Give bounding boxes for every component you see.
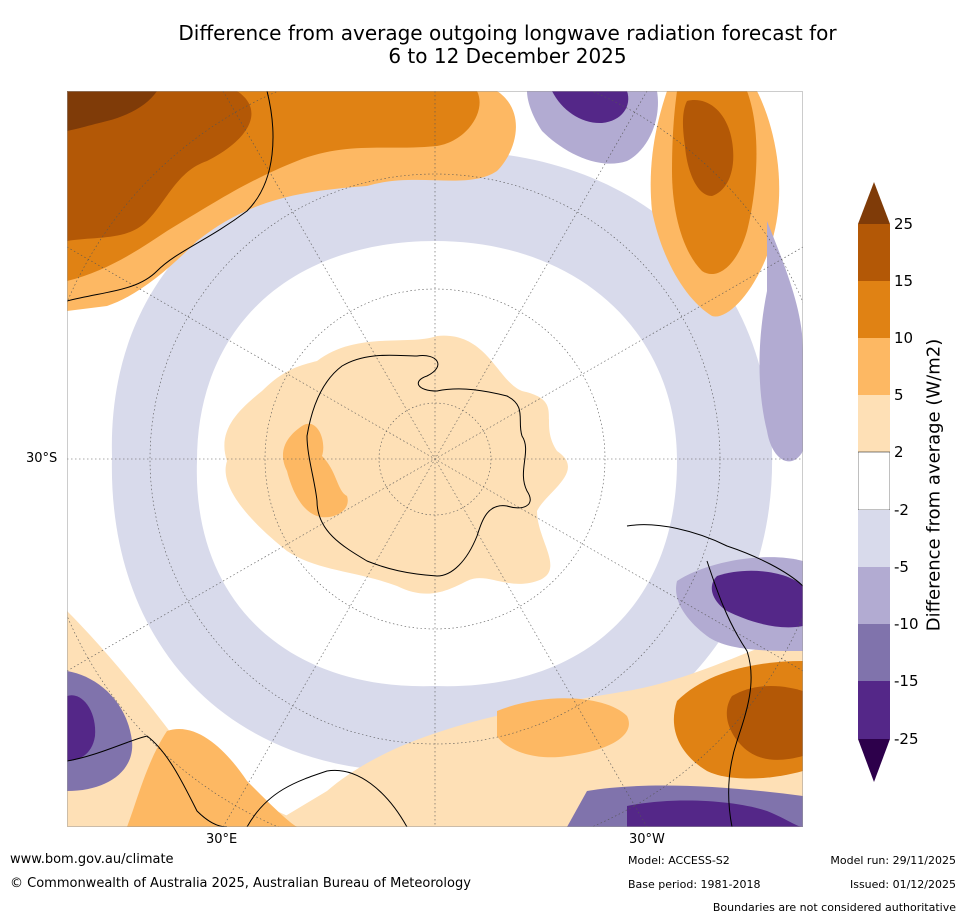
anomaly-region-dark-purple-bottom-left <box>67 695 96 761</box>
colorbar-band-10-15 <box>858 281 890 338</box>
colorbar-tick-label: 10 <box>894 329 914 347</box>
anomaly-region-dark-brown-top-left <box>67 91 157 131</box>
coastline-australia <box>67 91 274 302</box>
anomaly-region-orange-patch <box>282 423 348 518</box>
colorbar-band-neutral <box>857 451 891 511</box>
footer-model: Model: ACCESS-S2 <box>628 854 730 867</box>
chart-title: Difference from average outgoing longwav… <box>60 22 955 68</box>
title-line-2: 6 to 12 December 2025 <box>388 44 627 68</box>
footer-copyright: © Commonwealth of Australia 2025, Austra… <box>10 876 471 891</box>
anomaly-region-light-orange-left <box>67 611 317 827</box>
title-line-1: Difference from average outgoing longwav… <box>178 21 837 45</box>
colorbar-band-m2-m5 <box>858 510 890 567</box>
colorbar-band-2-5 <box>858 395 890 452</box>
colorbar-tick-label: -10 <box>894 615 919 633</box>
footer-issued: Issued: 01/12/2025 <box>849 878 956 891</box>
axis-label-30s: 30°S <box>26 451 58 466</box>
map-panel <box>67 91 803 827</box>
colorbar-title: Difference from average (W/m2) <box>923 338 945 632</box>
anomaly-region-dark-purple-bottom-right <box>711 570 803 628</box>
coastline-antarctica <box>306 354 531 577</box>
colorbar-tick-label: 25 <box>894 215 914 233</box>
colorbar-tick-label: 2 <box>894 443 904 461</box>
colorbar-tick-label: 15 <box>894 272 914 290</box>
anomaly-region-purple-right <box>759 221 803 462</box>
colorbar-under-triangle <box>858 739 890 782</box>
footer-base-period: Base period: 1981-2018 <box>628 878 761 891</box>
axis-label-30e: 30°E <box>206 832 238 847</box>
colorbar-band-m15-m25 <box>858 681 890 739</box>
graticule <box>67 91 803 827</box>
colorbar-band-m5-m10 <box>858 567 890 624</box>
colorbar-tick-label: -5 <box>894 558 909 576</box>
footer-model-run: Model run: 29/11/2025 <box>830 854 956 867</box>
anomaly-region-antarctica <box>224 335 568 594</box>
colorbar-svg <box>857 182 891 782</box>
axis-label-30w: 30°W <box>629 832 665 847</box>
anomaly-region-orange-bottom-center <box>497 698 629 758</box>
colorbar-band-15-25 <box>858 224 890 281</box>
map-svg <box>67 91 803 827</box>
colorbar-over-triangle <box>858 182 890 224</box>
colorbar-band-m10-m15 <box>858 624 890 681</box>
footer-website: www.bom.gov.au/climate <box>10 852 174 867</box>
colorbar <box>857 182 891 782</box>
anomaly-region-brown-africa <box>726 686 803 760</box>
anomaly-region-dark-purple-bottom-edge <box>627 800 803 827</box>
map-frame <box>67 91 803 827</box>
colorbar-tick-label: -15 <box>894 672 919 690</box>
anomaly-region-brown-top-left <box>67 91 252 241</box>
anomaly-region-orange-bottom-left <box>127 729 297 827</box>
coastline-south-america <box>626 524 803 827</box>
colorbar-tick-label: -25 <box>894 730 919 748</box>
anomaly-region-brown-plume <box>682 100 734 196</box>
colorbar-tick-label: 5 <box>894 386 904 404</box>
coastline-africa <box>67 735 408 827</box>
footer-disclaimer: Boundaries are not considered authoritat… <box>712 901 956 914</box>
colorbar-band-5-10 <box>858 338 890 395</box>
colorbar-tick-label: -2 <box>894 501 909 519</box>
